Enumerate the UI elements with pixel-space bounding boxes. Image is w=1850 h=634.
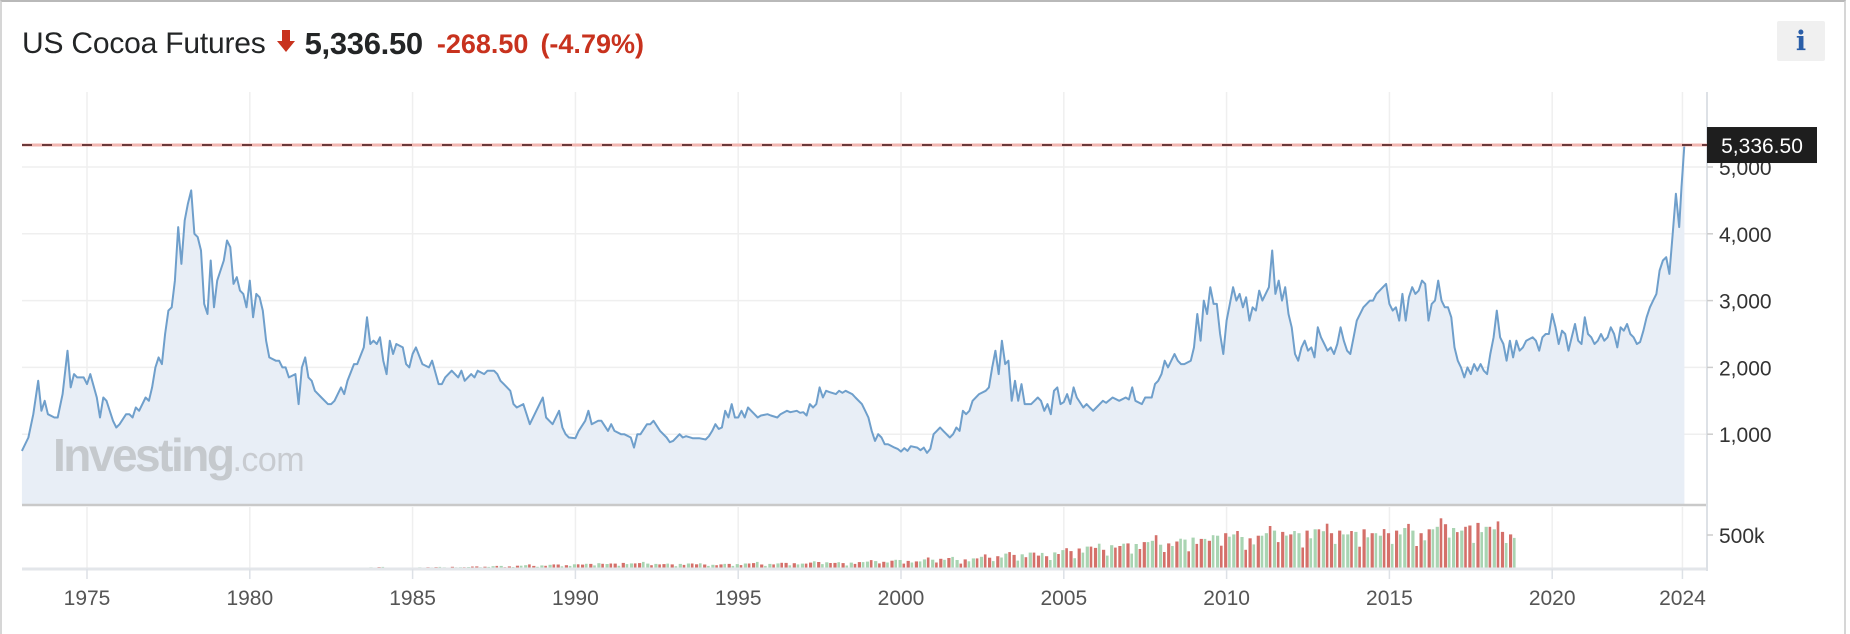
price-change-percent: (-4.79%) (540, 28, 644, 59)
x-tick-label: 2010 (1203, 587, 1250, 610)
x-tick-label: 2020 (1529, 587, 1576, 610)
x-tick-label: 1990 (552, 587, 599, 610)
y-tick-label: 1,000 (1719, 424, 1772, 447)
price-change: -268.50 (436, 28, 529, 59)
y-tick-label: 4,000 (1719, 224, 1772, 247)
x-tick-label: 1995 (715, 587, 762, 610)
arrow-down-icon (276, 28, 296, 54)
last-price-line: 5,336.50 (22, 127, 1817, 164)
x-tick-label: 2000 (878, 587, 925, 610)
x-tick-label: 2015 (1366, 587, 1413, 610)
info-icon: i (1795, 25, 1807, 57)
x-axis-ticks: 1975 1980 1985 1990 1995 2000 2005 2010 2015 2020… (64, 569, 1706, 610)
last-price-tag-label: 5,336.50 (1721, 135, 1803, 158)
instrument-header: US Cocoa Futures 5,336.50 -268.50 (-4.79… (22, 22, 644, 66)
x-tick-label: 1975 (64, 587, 111, 610)
volume-bars (271, 518, 1516, 569)
info-button[interactable]: i (1777, 21, 1825, 61)
volume-tick-label: 500k (1719, 525, 1765, 548)
y-tick-label: 2,000 (1719, 357, 1772, 380)
y-tick-label: 3,000 (1719, 291, 1772, 314)
last-price-tag (1707, 127, 1817, 164)
x-tick-label: 1980 (226, 587, 273, 610)
price-area (21, 144, 1685, 505)
price-line (21, 144, 1686, 454)
last-price: 5,336.50 (304, 26, 424, 61)
x-tick-label: 2005 (1040, 587, 1087, 610)
instrument-title[interactable]: US Cocoa Futures (22, 27, 266, 60)
x-tick-label: 2024 (1659, 587, 1706, 610)
x-tick-label: 1985 (389, 587, 436, 610)
